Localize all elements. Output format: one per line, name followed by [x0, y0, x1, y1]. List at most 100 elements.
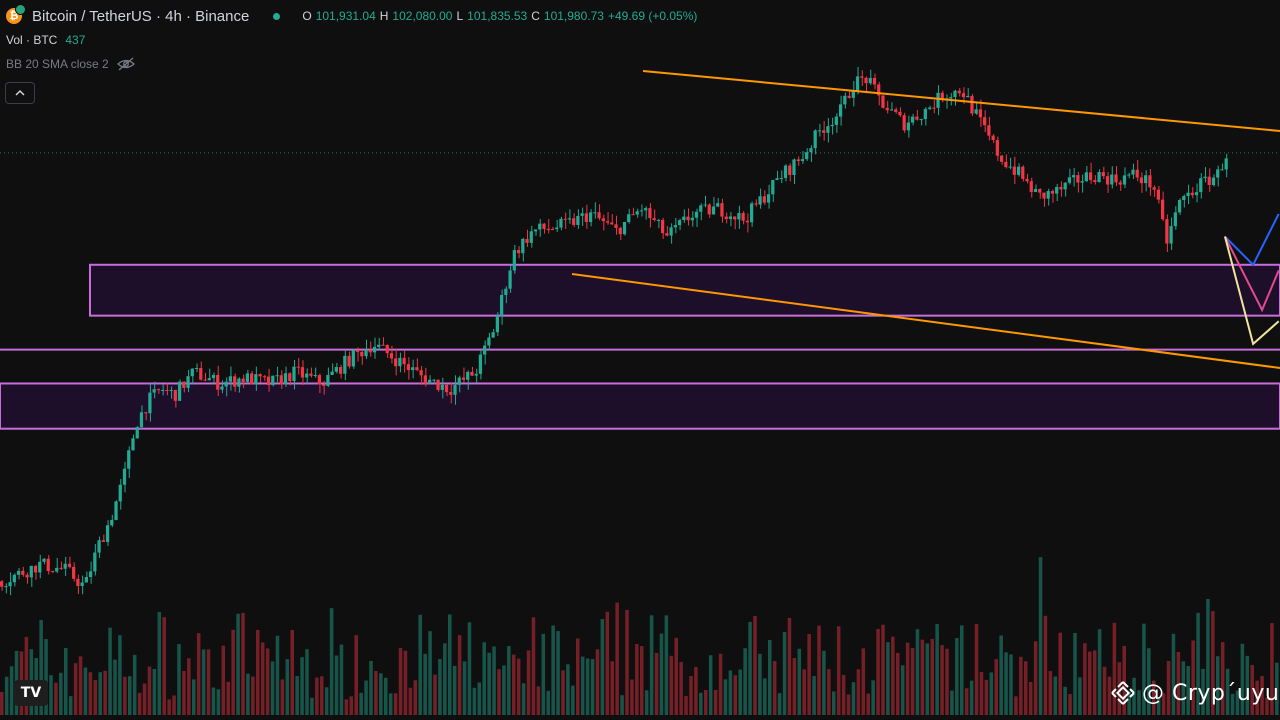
candle-body	[152, 389, 156, 393]
candle-body	[50, 571, 55, 573]
volume-bar	[428, 631, 432, 715]
volume-bar	[689, 676, 693, 715]
volume-bar	[192, 679, 196, 715]
volume-bar	[871, 680, 875, 715]
candle-body	[177, 381, 182, 401]
candle-body	[516, 250, 521, 254]
candle-body	[927, 107, 932, 109]
volume-bar	[226, 681, 230, 715]
candle-body	[961, 93, 966, 98]
candle-body	[999, 155, 1004, 162]
candle-body	[368, 349, 372, 353]
volume-bar	[137, 692, 142, 715]
volume-bar	[507, 646, 511, 715]
volume-bar	[832, 691, 836, 715]
symbol-title[interactable]: Bitcoin / TetherUS · 4h · Binance	[32, 7, 250, 25]
candle-body	[627, 214, 631, 222]
volume-bar	[777, 693, 782, 715]
volume-bar	[1156, 697, 1161, 715]
volume-bar	[142, 683, 147, 715]
candle-body	[1008, 166, 1012, 168]
volume-bar	[576, 638, 580, 715]
volume-bar	[708, 655, 713, 715]
candle-body	[707, 204, 711, 215]
candle-body	[33, 565, 38, 573]
candle-body	[372, 346, 377, 353]
candle-body	[8, 582, 12, 587]
volume-legend[interactable]: Vol · BTC 437	[6, 30, 697, 50]
volume-bar	[388, 693, 393, 715]
candle-body	[699, 205, 703, 212]
volume-bar	[1206, 598, 1210, 715]
market-status-dot	[273, 12, 281, 20]
volume-bar	[969, 680, 974, 715]
candle-body	[1169, 226, 1173, 244]
volume-bar	[1004, 652, 1008, 715]
candle-body	[512, 250, 516, 271]
volume-bar	[531, 617, 536, 715]
volume-bar	[561, 670, 565, 715]
candle-body	[1173, 212, 1177, 227]
volume-bar	[841, 674, 846, 715]
candle-body	[1127, 174, 1131, 176]
volume-bar	[177, 644, 181, 715]
candle-body	[432, 379, 436, 381]
candle-body	[745, 220, 749, 223]
candle-body	[254, 374, 258, 385]
candle-body	[1080, 181, 1084, 183]
candle-body	[1088, 172, 1093, 181]
volume-bar	[349, 696, 354, 715]
volume-bar	[315, 677, 319, 715]
candle-body	[822, 130, 826, 133]
candle-body	[93, 552, 97, 572]
volume-bar	[54, 682, 58, 715]
volume-bar	[88, 672, 93, 715]
volume-bar	[1063, 686, 1067, 715]
candle-body	[355, 350, 360, 352]
candle-body	[296, 366, 300, 368]
volume-bar	[256, 629, 260, 715]
volume-bar	[635, 644, 639, 715]
candle-body	[271, 375, 275, 386]
tradingview-logo: TV	[14, 680, 48, 706]
volume-bar	[438, 658, 442, 715]
volume-bar	[221, 645, 226, 715]
volume-bar	[320, 676, 324, 715]
candle-body	[631, 214, 635, 216]
volume-bar	[1107, 676, 1112, 715]
candle-body	[1046, 191, 1050, 199]
ohlc-values: O 101,931.04 H 102,080.00 L 101,835.53 C 101…	[302, 9, 698, 23]
volume-bar	[787, 617, 792, 715]
candle-body	[55, 567, 59, 572]
volume-bar	[733, 675, 738, 715]
candle-body	[173, 389, 177, 401]
volume-bar	[423, 653, 427, 715]
candle-body	[1122, 175, 1127, 185]
candle-body	[80, 582, 84, 586]
candle-body	[156, 389, 161, 391]
candle-body	[186, 376, 190, 388]
candle-body	[703, 204, 707, 206]
volume-bar	[393, 693, 398, 715]
volume-bar	[285, 659, 290, 715]
volume-bar	[344, 699, 349, 715]
volume-bar	[856, 669, 861, 715]
volume-bar	[822, 650, 826, 715]
bollinger-legend[interactable]: BB 20 SMA close 2	[6, 54, 697, 74]
volume-bar	[585, 658, 590, 715]
eye-off-icon[interactable]	[116, 57, 135, 71]
volume-bar	[1127, 691, 1131, 715]
symbol-row[interactable]: ₿ Bitcoin / TetherUS · 4h · Binance O 101…	[6, 4, 698, 26]
collapse-legend-button[interactable]	[5, 82, 35, 104]
candle-body	[665, 233, 669, 236]
volume-bar	[1235, 690, 1240, 715]
candle-body	[724, 216, 728, 220]
lower-trendline	[571, 273, 1280, 369]
candle-body	[279, 375, 283, 385]
volume-bar	[644, 690, 649, 715]
candle-body	[521, 238, 525, 254]
volume-bar	[1132, 677, 1136, 715]
candle-body	[216, 374, 220, 390]
candle-body	[21, 570, 25, 575]
